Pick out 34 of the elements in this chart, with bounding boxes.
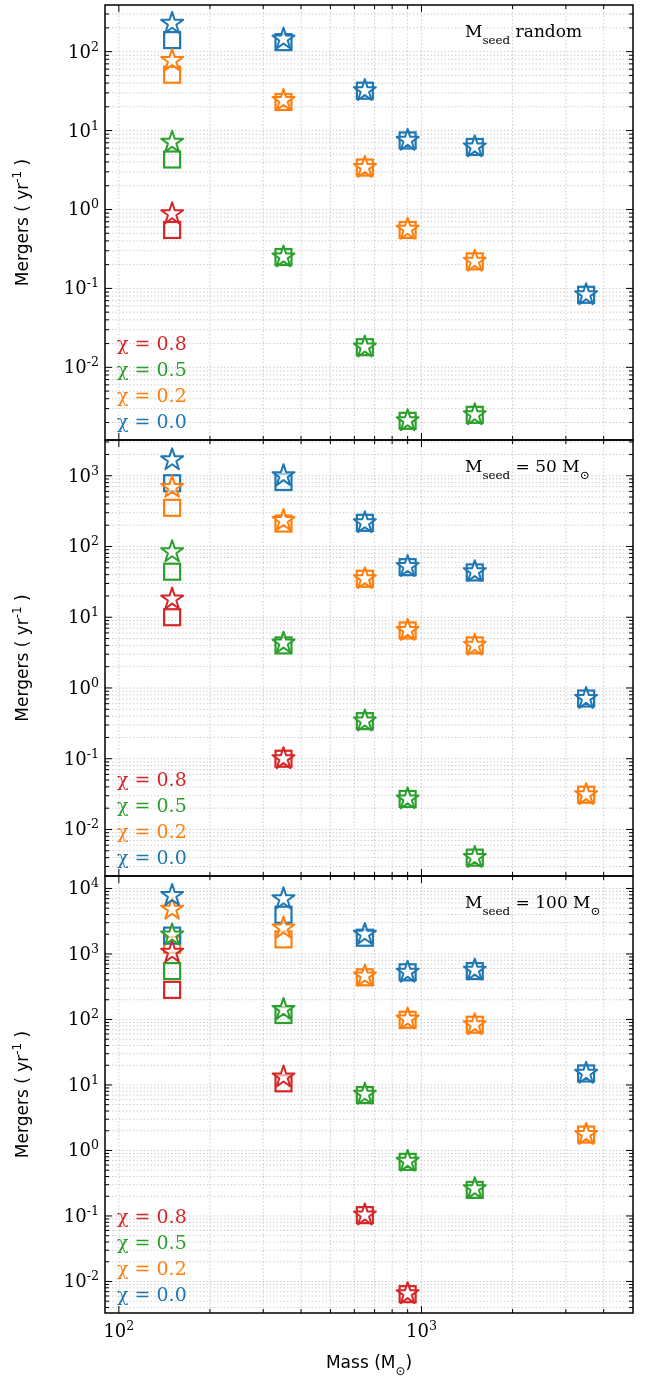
text: χ = 0.5 bbox=[117, 1231, 187, 1253]
y-tick-label: 10$^{-1}$ bbox=[63, 745, 99, 769]
y-tick-label: 10$^{4}$ bbox=[68, 874, 99, 899]
y-tick-label: 10$^{1}$ bbox=[68, 1071, 99, 1095]
y-tick-label: 10$^{1}$ bbox=[68, 603, 99, 628]
text: χ = 0.2 bbox=[117, 384, 187, 406]
text: χ = 0.2 bbox=[117, 820, 187, 842]
text: χ = 0.8 bbox=[117, 768, 187, 790]
text: χ = 0.2 bbox=[117, 1257, 187, 1279]
text: χ = 0.5 bbox=[117, 358, 187, 380]
y-tick-label: 10$^{-2}$ bbox=[63, 815, 99, 840]
x-axis-title: Mass (M$_{⊙}$) bbox=[325, 1352, 413, 1376]
y-tick-label: 10$^{0}$ bbox=[68, 1136, 99, 1161]
annotation: M$_{seed}$ random bbox=[465, 21, 583, 47]
y-tick-label: 10$^{2}$ bbox=[68, 38, 99, 62]
y-tick-label: 10$^{-1}$ bbox=[63, 1202, 99, 1226]
annotation: M$_{seed}$ = 100 M$_{⊙}$ bbox=[465, 892, 601, 918]
y-tick-label: 10$^{3}$ bbox=[68, 462, 99, 486]
y-tick-label: 10$^{0}$ bbox=[68, 674, 99, 698]
y-tick-label: 10$^{0}$ bbox=[68, 195, 99, 220]
y-tick-label: 10$^{-2}$ bbox=[63, 353, 99, 378]
text: χ = 0.8 bbox=[117, 1205, 187, 1227]
text: χ = 0.0 bbox=[117, 846, 187, 868]
annotation: M$_{seed}$ = 50 M$_{⊙}$ bbox=[465, 456, 590, 482]
y-tick-label: 10$^{2}$ bbox=[68, 1005, 99, 1030]
y-tick-label: 10$^{2}$ bbox=[68, 532, 99, 557]
y-tick-label: 10$^{-2}$ bbox=[63, 1267, 99, 1292]
y-tick-label: 10$^{3}$ bbox=[68, 940, 99, 964]
text: χ = 0.0 bbox=[117, 410, 187, 432]
y-tick-label: 10$^{-1}$ bbox=[63, 274, 99, 299]
text: χ = 0.0 bbox=[117, 1283, 187, 1305]
text: χ = 0.8 bbox=[117, 332, 187, 354]
text: χ = 0.5 bbox=[117, 794, 187, 816]
y-tick-label: 10$^{1}$ bbox=[68, 117, 99, 141]
